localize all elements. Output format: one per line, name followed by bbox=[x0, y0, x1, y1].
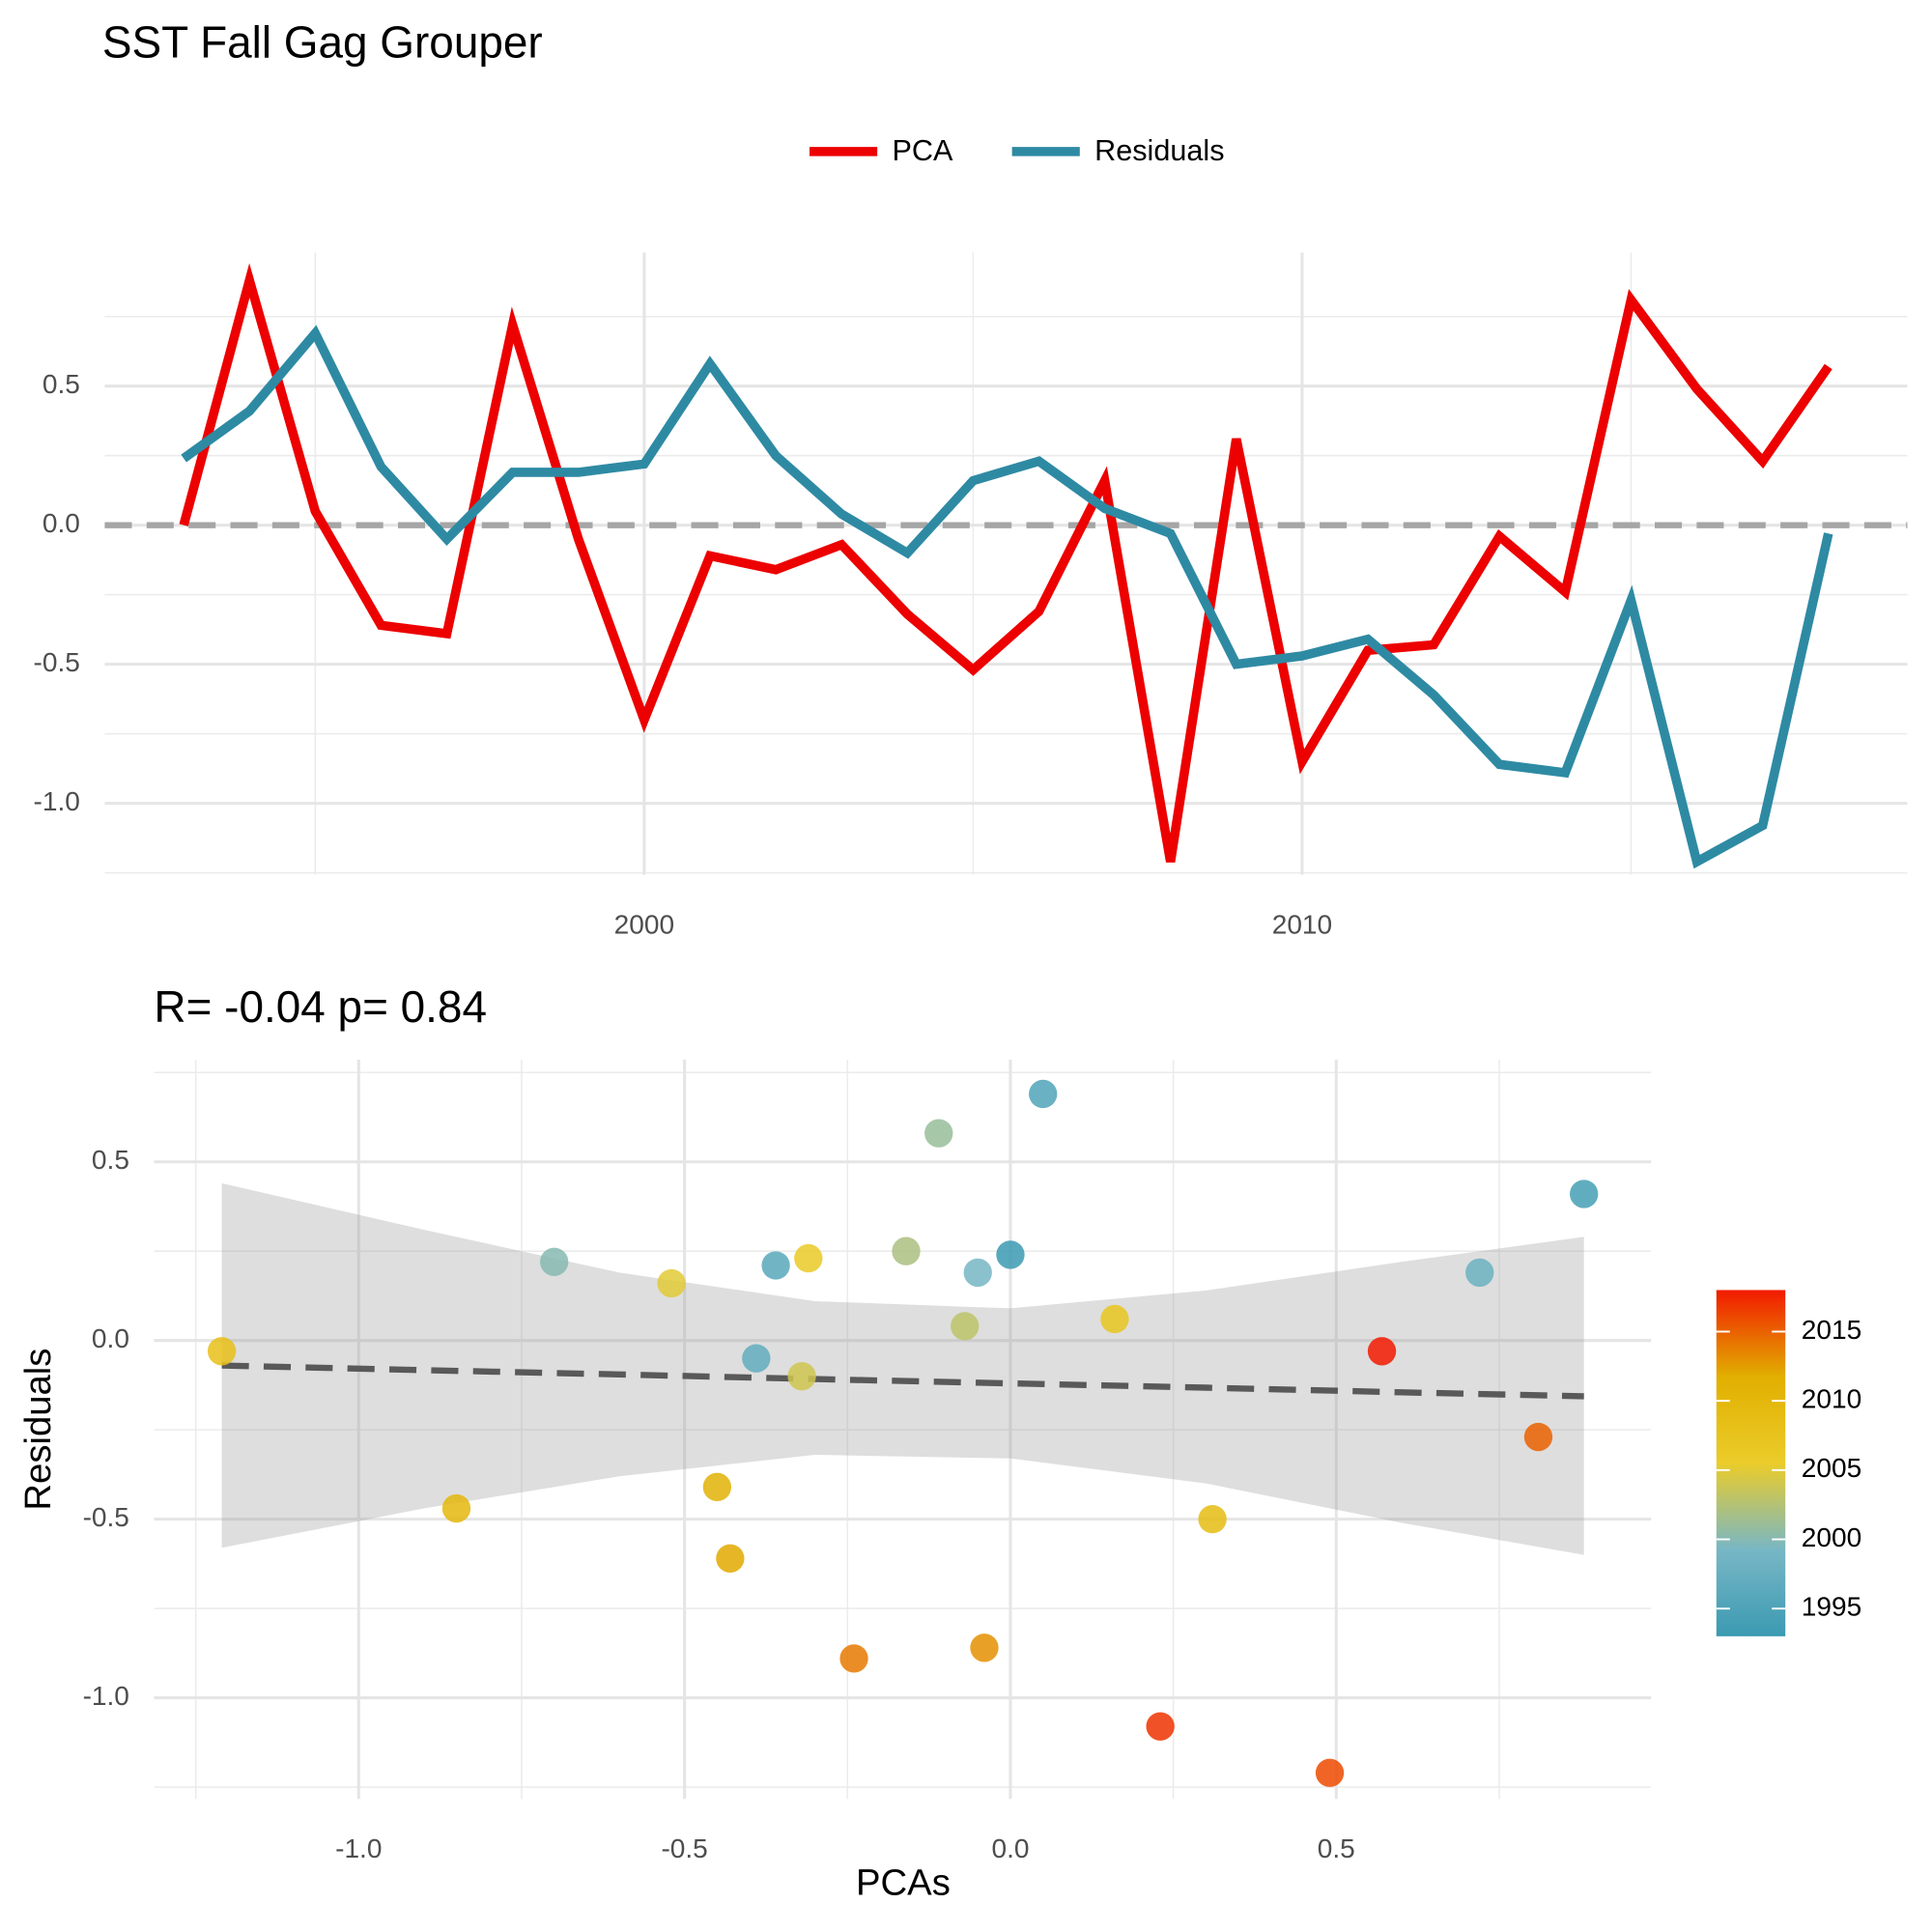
point bbox=[787, 1361, 816, 1391]
point bbox=[1367, 1337, 1397, 1366]
point bbox=[742, 1344, 771, 1373]
point bbox=[1523, 1422, 1553, 1452]
point bbox=[1100, 1304, 1129, 1334]
colorbar-label: 2010 bbox=[1802, 1384, 1861, 1414]
colorbar bbox=[1716, 1290, 1786, 1636]
point bbox=[1315, 1758, 1345, 1787]
fit-line bbox=[221, 1362, 1584, 1400]
point bbox=[540, 1247, 569, 1276]
point bbox=[1029, 1079, 1058, 1109]
x-tick-label: 0.5 bbox=[1318, 1833, 1355, 1863]
y-tick-label: -0.5 bbox=[83, 1502, 129, 1532]
x-tick-label: -0.5 bbox=[661, 1833, 707, 1863]
y-tick-label: 0.5 bbox=[43, 369, 80, 399]
y-axis-title: Residuals bbox=[17, 1349, 59, 1511]
y-tick-label: 0.0 bbox=[43, 508, 80, 538]
point bbox=[892, 1236, 921, 1265]
x-tick-label: 0.0 bbox=[991, 1833, 1029, 1863]
x-axis-title: PCAs bbox=[856, 1862, 951, 1904]
point bbox=[207, 1337, 237, 1366]
colorbar-label: 2015 bbox=[1802, 1315, 1861, 1345]
point bbox=[441, 1493, 471, 1523]
point bbox=[761, 1251, 790, 1280]
y-tick-label: -1.0 bbox=[34, 786, 80, 816]
point bbox=[839, 1644, 868, 1673]
legend-label: Residuals bbox=[1094, 134, 1224, 167]
panel-title: R= -0.04 p= 0.84 bbox=[154, 981, 487, 1032]
y-tick-label: -1.0 bbox=[83, 1681, 129, 1711]
x-tick-label: -1.0 bbox=[335, 1833, 382, 1863]
y-tick-label: -0.5 bbox=[34, 647, 80, 677]
x-tick-label: 2000 bbox=[614, 910, 674, 940]
legend-label: PCA bbox=[892, 134, 953, 167]
series-line bbox=[179, 263, 1833, 863]
point bbox=[924, 1119, 953, 1148]
point bbox=[963, 1258, 992, 1288]
point bbox=[794, 1243, 823, 1273]
chart-title: SST Fall Gag Grouper bbox=[102, 16, 543, 67]
point bbox=[996, 1240, 1025, 1269]
y-tick-label: 0.5 bbox=[92, 1145, 129, 1175]
point bbox=[716, 1544, 745, 1573]
y-tick-label: 0.0 bbox=[92, 1323, 129, 1353]
point bbox=[951, 1312, 980, 1341]
point bbox=[1198, 1504, 1227, 1534]
point bbox=[1465, 1258, 1494, 1288]
series-line bbox=[181, 325, 1833, 869]
x-tick-label: 2010 bbox=[1272, 910, 1332, 940]
colorbar-label: 1995 bbox=[1802, 1592, 1861, 1622]
point bbox=[657, 1268, 686, 1298]
confidence-band bbox=[221, 1182, 1584, 1555]
point bbox=[702, 1472, 732, 1501]
colorbar-label: 2005 bbox=[1802, 1453, 1861, 1483]
point bbox=[970, 1634, 999, 1662]
point bbox=[1146, 1712, 1175, 1741]
colorbar-label: 2000 bbox=[1802, 1522, 1861, 1552]
point bbox=[1570, 1179, 1599, 1208]
